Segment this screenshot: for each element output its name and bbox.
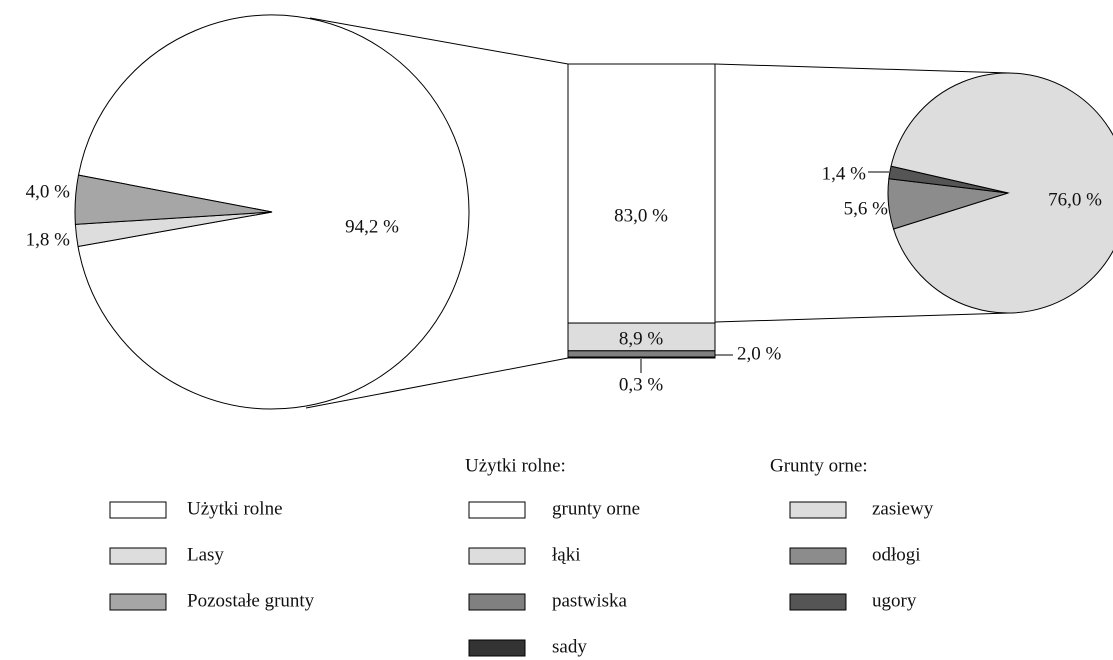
data-label: 8,9 % [619,328,664,349]
legend-label: łąki [552,544,581,565]
legend-swatch [468,639,526,657]
data-label: 76,0 % [1048,189,1102,210]
data-label: 83,0 % [614,205,668,226]
data-label: 94,2 % [345,216,399,237]
connector [305,357,569,409]
data-label: 1,8 % [26,229,71,250]
bar-segment [567,350,716,358]
legend-label: Lasy [187,544,224,565]
legend-swatch [789,593,847,611]
legend-label: grunty orne [552,498,640,519]
data-label: 1,4 % [822,163,867,184]
bar-segment [567,63,716,324]
pie-slice [888,165,1009,194]
legend-swatch [789,501,847,519]
pie-slice [890,72,1113,314]
legend-swatch [109,547,167,565]
data-label: 4,0 % [26,181,71,202]
legend-title: Użytki rolne: [465,455,566,476]
legend-swatch [468,593,526,611]
data-label: 5,6 % [844,198,889,219]
legend-label: odłogi [872,544,921,565]
legend-label: pastwiska [552,590,628,611]
legend-swatch [109,501,167,519]
data-label: 2,0 % [737,343,782,364]
connector [714,63,1011,74]
legend-label: zasiewy [872,498,934,519]
pie-slice [74,174,273,225]
connector [714,312,1011,323]
legend-label: ugory [872,590,917,611]
pie-slice [77,14,470,410]
legend-swatch [109,593,167,611]
bar-segment [567,322,716,352]
legend-swatch [789,547,847,565]
legend-label: Użytki rolne [187,498,283,519]
connector [309,17,569,65]
data-label: 0,3 % [619,374,664,395]
legend-label: sady [552,636,587,657]
bar-segment [567,356,716,359]
legend-title: Grunty orne: [770,455,868,476]
legend-swatch [468,547,526,565]
legend-label: Pozostałe grunty [187,590,315,611]
legend-swatch [468,501,526,519]
